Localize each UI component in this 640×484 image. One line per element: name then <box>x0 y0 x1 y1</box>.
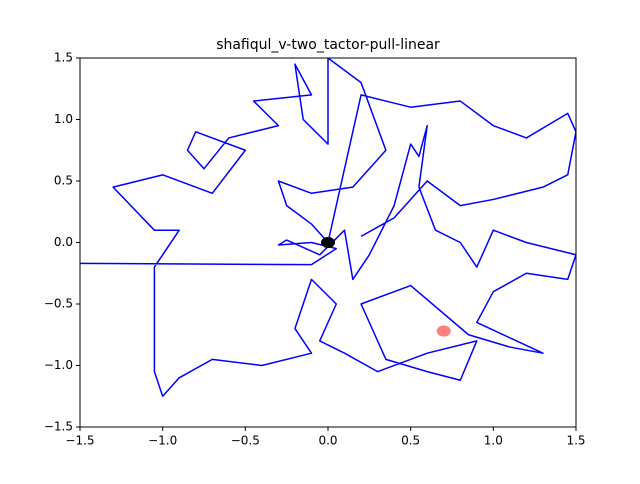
trajectory <box>80 58 576 397</box>
y-tick-label: −1.0 <box>44 358 73 372</box>
x-tick-label: −1.5 <box>65 434 94 448</box>
marker <box>436 325 451 337</box>
x-tick-label: 1.5 <box>566 434 585 448</box>
x-tick-label: −0.5 <box>231 434 260 448</box>
y-tick-label: 0.0 <box>54 235 73 249</box>
x-tick-label: 1.0 <box>484 434 503 448</box>
y-tick-label: 1.5 <box>54 51 73 65</box>
y-tick-label: 0.5 <box>54 174 73 188</box>
x-tick-label: 0.0 <box>318 434 337 448</box>
x-tick-label: 0.5 <box>401 434 420 448</box>
y-tick-label: −1.5 <box>44 420 73 434</box>
chart-title: shafiqul_v-two_tactor-pull-linear <box>216 37 440 53</box>
x-tick-label: −1.0 <box>148 434 177 448</box>
y-tick-label: 1.0 <box>54 112 73 126</box>
y-tick-label: −0.5 <box>44 297 73 311</box>
marker <box>321 237 335 248</box>
